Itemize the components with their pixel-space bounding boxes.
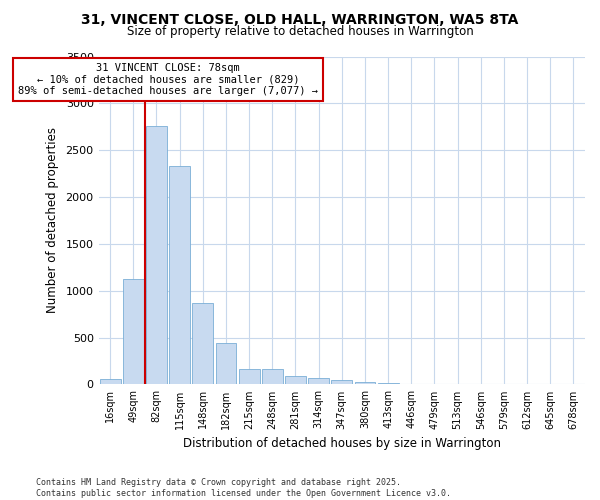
Bar bbox=[239, 369, 260, 384]
Bar bbox=[331, 380, 352, 384]
Bar bbox=[355, 382, 376, 384]
Y-axis label: Number of detached properties: Number of detached properties bbox=[46, 128, 59, 314]
Bar bbox=[215, 343, 236, 384]
Bar bbox=[169, 166, 190, 384]
Bar bbox=[285, 376, 306, 384]
Text: Size of property relative to detached houses in Warrington: Size of property relative to detached ho… bbox=[127, 25, 473, 38]
Text: 31, VINCENT CLOSE, OLD HALL, WARRINGTON, WA5 8TA: 31, VINCENT CLOSE, OLD HALL, WARRINGTON,… bbox=[82, 12, 518, 26]
Bar bbox=[100, 380, 121, 384]
Text: 31 VINCENT CLOSE: 78sqm
← 10% of detached houses are smaller (829)
89% of semi-d: 31 VINCENT CLOSE: 78sqm ← 10% of detache… bbox=[18, 63, 318, 96]
Bar bbox=[193, 303, 213, 384]
Bar bbox=[308, 378, 329, 384]
Bar bbox=[146, 126, 167, 384]
Bar bbox=[262, 370, 283, 384]
X-axis label: Distribution of detached houses by size in Warrington: Distribution of detached houses by size … bbox=[183, 437, 501, 450]
Bar bbox=[123, 278, 144, 384]
Text: Contains HM Land Registry data © Crown copyright and database right 2025.
Contai: Contains HM Land Registry data © Crown c… bbox=[36, 478, 451, 498]
